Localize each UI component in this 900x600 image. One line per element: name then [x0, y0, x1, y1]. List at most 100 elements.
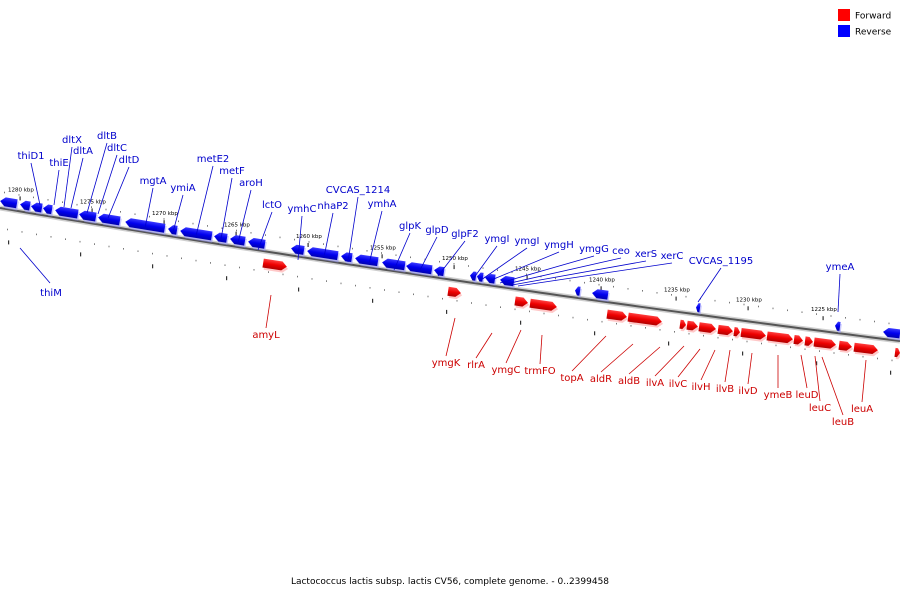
- forward-gene-m: [766, 331, 795, 346]
- gene-label: thiD1: [17, 151, 44, 162]
- kbp-tick-label: 1275 kbp: [80, 199, 106, 205]
- forward-gene-i: [698, 322, 718, 336]
- kbp-tick-label: 1280 kbp: [8, 187, 34, 193]
- reverse-gene-c: [31, 202, 44, 215]
- gene-label: dltB: [97, 131, 117, 142]
- kbp-tick-label: 1255 kbp: [370, 245, 396, 251]
- forward-gene-l: [740, 327, 768, 342]
- forward-gene-h: [686, 320, 700, 333]
- gene-label: glpK: [399, 221, 421, 232]
- kbp-tick-label: 1250 kbp: [442, 256, 468, 262]
- reverse-gene-y: [575, 286, 582, 298]
- legend-forward-swatch: [838, 9, 850, 21]
- gene-label: ymhA: [368, 199, 397, 210]
- gene-label: leuA: [851, 404, 873, 415]
- gene-label: mgtA: [140, 176, 167, 187]
- gene-label: trmFO: [524, 366, 555, 377]
- gene-label: ilvA: [646, 378, 664, 389]
- forward-gene-q: [838, 340, 854, 353]
- gene-label: CVCAS_1195: [689, 256, 753, 267]
- reverse-gene-ac: [883, 327, 900, 341]
- forward-gene-s: [894, 347, 900, 360]
- gene-label: leuB: [832, 417, 854, 428]
- forward-gene-r: [853, 342, 880, 357]
- gene-label: glpF2: [451, 229, 479, 240]
- kbp-tick-label: 1260 kbp: [296, 234, 322, 240]
- forward-gene-c: [514, 296, 530, 309]
- gene-label: dltC: [107, 143, 127, 154]
- legend-forward-label: Forward: [855, 12, 891, 22]
- genome-backbone: [0, 205, 900, 344]
- gene-label: aldB: [618, 376, 640, 387]
- gene-label: thiM: [40, 288, 62, 299]
- reverse-gene-l: [230, 235, 247, 248]
- gene-label: thiE: [49, 158, 68, 169]
- gene-label: nhaP2: [317, 201, 348, 212]
- gene-label: ilvD: [738, 386, 757, 397]
- gene-label: ymeA: [826, 262, 855, 273]
- reverse-gene-a: [0, 197, 19, 211]
- gene-label: lctO: [262, 200, 282, 211]
- forward-gene-d: [529, 298, 559, 313]
- gene-label: metE2: [197, 154, 230, 165]
- legend-reverse-swatch: [838, 25, 850, 37]
- forward-gene-b: [447, 286, 463, 300]
- gene-label: ymgH: [544, 240, 574, 251]
- gene-label: aroH: [239, 178, 263, 189]
- forward-gene-a: [262, 258, 289, 273]
- forward-gene-f: [627, 312, 664, 328]
- forward-gene-k: [733, 327, 742, 339]
- kbp-tick-label: 1240 kbp: [589, 277, 615, 283]
- gene-label: dltD: [119, 155, 140, 166]
- reverse-gene-u: [470, 271, 478, 283]
- forward-gene-n: [793, 334, 805, 347]
- reverse-gene-f: [79, 210, 98, 224]
- gene-label: leuC: [809, 403, 831, 414]
- gene-label: ymgC: [492, 365, 521, 376]
- gene-label: metF: [219, 166, 245, 177]
- gene-label: ilvB: [716, 384, 734, 395]
- gene-label: xerC: [661, 251, 684, 262]
- reverse-gene-s: [406, 262, 434, 277]
- kbp-tick-label: 1245 kbp: [515, 267, 541, 273]
- map-caption: Lactococcus lactis subsp. lactis CV56, c…: [290, 577, 610, 587]
- gene-label: leuD: [796, 390, 819, 401]
- gene-label: rlrA: [467, 360, 485, 371]
- gene-label: ymeB: [764, 390, 793, 401]
- gene-label: ymgK: [432, 358, 461, 369]
- gene-label: ceo: [612, 246, 630, 257]
- reverse-gene-t: [434, 266, 446, 279]
- gene-label: amyL: [252, 330, 280, 341]
- reverse-gene-aa: [696, 303, 702, 315]
- reverse-gene-z: [592, 289, 610, 302]
- gene-label: aldR: [590, 374, 612, 385]
- forward-gene-o: [804, 336, 815, 349]
- gene-label: CVCAS_1214: [326, 185, 390, 196]
- forward-gene-g: [679, 319, 688, 332]
- kbp-tick-label: 1225 kbp: [811, 307, 837, 313]
- gene-label: ymgI: [515, 236, 540, 247]
- legend-reverse-label: Reverse: [855, 28, 892, 38]
- gene-label: ilvH: [692, 382, 711, 393]
- gene-label: glpD: [425, 225, 448, 236]
- kbp-tick-label: 1230 kbp: [736, 297, 762, 303]
- kbp-tick-label: 1265 kbp: [224, 223, 250, 229]
- reverse-gene-q: [355, 254, 380, 269]
- reverse-gene-b: [20, 200, 32, 213]
- reverse-gene-ab: [835, 321, 842, 334]
- forward-gene-p: [813, 337, 838, 351]
- kbp-tick-label: 1235 kbp: [664, 288, 690, 294]
- forward-gene-j: [717, 324, 735, 338]
- scale-ticks: 1280 kbp 1275 kbp 1270 kbp 1265 kbp 1260 kbp…: [4, 187, 893, 375]
- gene-label: xerS: [635, 249, 657, 260]
- forward-gene-e: [606, 309, 629, 323]
- gene-label: ilvC: [669, 379, 687, 390]
- gene-label: topA: [560, 373, 583, 384]
- reverse-gene-g: [98, 213, 122, 228]
- reverse-gene-i: [168, 225, 179, 237]
- gene-label: dltA: [73, 146, 93, 157]
- gene-label: ymgG: [579, 244, 609, 255]
- gene-label: dltX: [62, 135, 82, 146]
